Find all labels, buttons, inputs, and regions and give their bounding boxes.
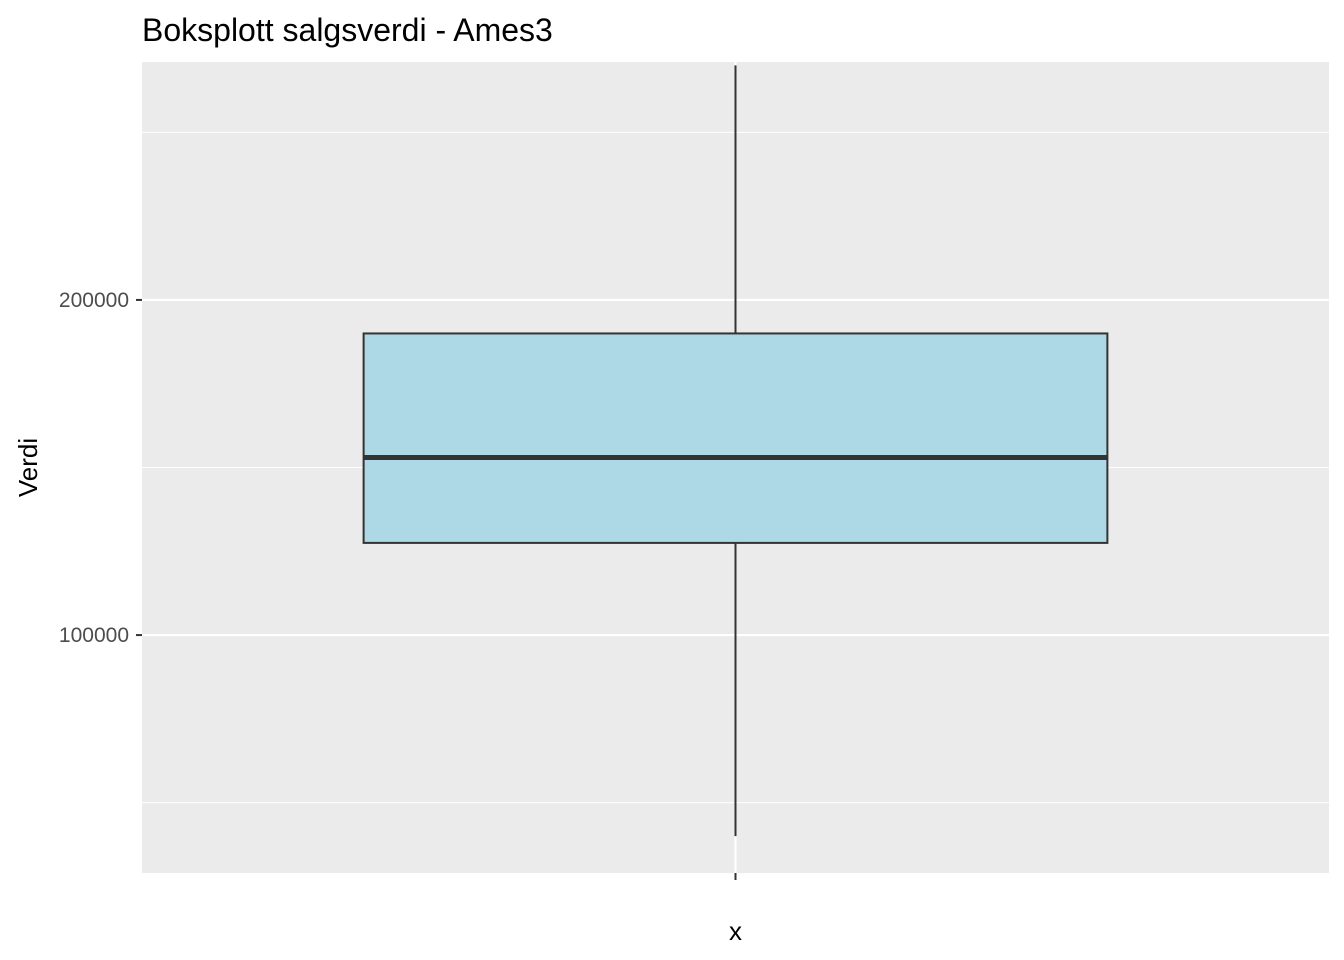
x-axis-title: x [729,916,742,946]
y-tick-label: 100000 [59,624,129,647]
box-iqr [362,332,1109,544]
y-tick-label: 200000 [59,289,129,312]
boxplot-marks [362,65,1109,837]
y-axis-title: Verdi [13,438,43,497]
axes: 100000 200000 [59,289,737,880]
chart-title: Boksplott salgsverdi - Ames3 [142,12,553,48]
